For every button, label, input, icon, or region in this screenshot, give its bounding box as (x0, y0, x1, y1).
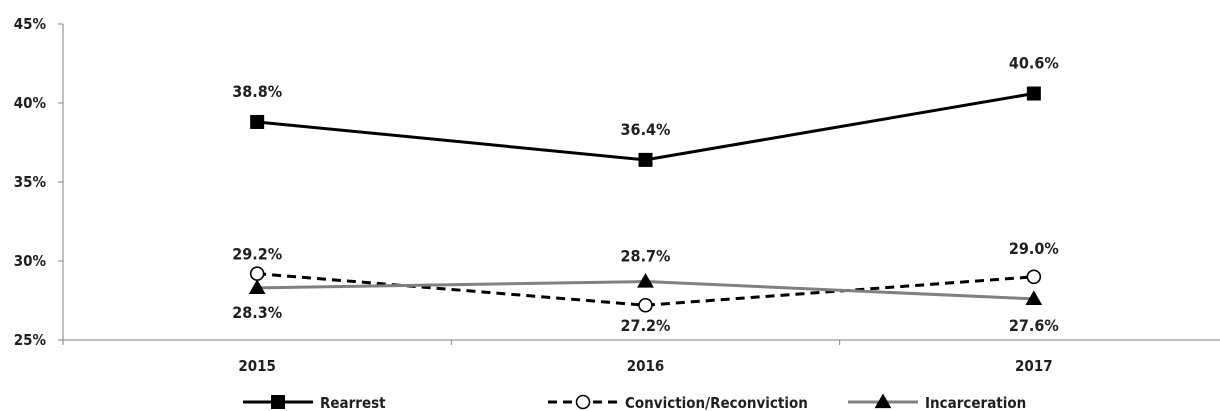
data-point-circle (249, 266, 265, 281)
axes: 25% 30% 35% 40% 45% 2015 2016 2017 (14, 15, 1220, 375)
data-point-square (1026, 86, 1041, 101)
legend-label: Conviction/Reconviction (625, 394, 808, 411)
y-tick-label: 45% (14, 15, 47, 33)
x-tick-label: 2015 (238, 357, 276, 375)
data-label: 28.7% (621, 247, 671, 266)
data-point-circle (638, 297, 653, 313)
data-point-triangle (637, 273, 654, 288)
x-tick-label: 2016 (627, 357, 665, 375)
data-point-triangle (248, 279, 266, 294)
series-layer (248, 86, 1043, 313)
data-label: 27.2% (621, 316, 671, 335)
data-label: 27.6% (1009, 316, 1059, 335)
y-tick-label: 40% (14, 94, 47, 112)
data-label: 36.4% (621, 120, 671, 139)
data-point-triangle (1025, 290, 1043, 306)
legend-label: Rearrest (320, 394, 386, 411)
legend: Rearrest Conviction/Reconviction Incarcera… (243, 393, 1026, 411)
data-point-square (271, 395, 285, 409)
data-label: 40.6% (1009, 54, 1059, 73)
data-label: 29.0% (1009, 239, 1059, 258)
x-tick-label: 2017 (1015, 357, 1053, 375)
data-labels: 38.8% 36.4% 40.6% 29.2% 27.2% 29.0% 28.3% 28.7%… (232, 54, 1059, 336)
data-label: 29.2% (232, 245, 282, 264)
y-tick-label: 25% (14, 331, 47, 349)
data-point-circle (575, 394, 591, 410)
y-tick-label: 30% (14, 252, 47, 270)
series-line-conviction-reconviction (257, 272, 1034, 307)
data-point-square (638, 152, 653, 167)
data-label: 38.8% (232, 82, 282, 101)
data-point-triangle (874, 393, 892, 409)
data-label: 28.3% (232, 303, 282, 322)
legend-label: Incarceration (925, 394, 1026, 411)
data-point-square (250, 114, 265, 129)
y-tick-label: 35% (14, 173, 47, 191)
data-point-circle (1026, 269, 1042, 285)
